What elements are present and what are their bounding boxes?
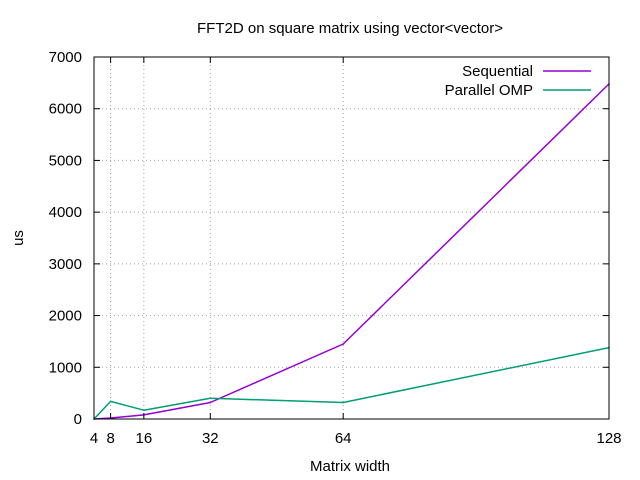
plot-frame [93, 56, 610, 420]
y-tick-label: 0 [74, 411, 82, 428]
x-tick-label: 4 [90, 430, 98, 447]
legend-label: Sequential [462, 63, 533, 80]
data-point [342, 343, 344, 345]
data-point [209, 397, 212, 400]
y-tick-label: 7000 [49, 49, 82, 66]
y-tick-label: 4000 [49, 204, 82, 221]
data-point [109, 400, 112, 403]
y-tick-label: 3000 [49, 256, 82, 273]
x-axis-label: Matrix width [310, 458, 390, 475]
x-axis-ticks: 4 8 16 32 64 128 [90, 57, 622, 447]
x-tick-label: 64 [335, 430, 352, 447]
x-tick-label: 8 [106, 430, 114, 447]
legend: Sequential Parallel OMP [445, 63, 591, 99]
y-tick-label: 2000 [49, 308, 82, 325]
chart-title: FFT2D on square matrix using vector<vect… [197, 20, 503, 37]
x-tick-label: 32 [202, 430, 219, 447]
x-tick-label: 128 [596, 430, 621, 447]
series-line-0 [93, 83, 610, 420]
series-lines [93, 83, 610, 420]
y-tick-label: 5000 [49, 152, 82, 169]
data-point [209, 401, 212, 404]
y-tick-label: 1000 [49, 359, 82, 376]
y-axis-ticks: 0 1000 2000 3000 4000 5000 6000 7000 [49, 49, 609, 428]
y-tick-label: 6000 [49, 101, 82, 118]
x-tick-label: 16 [135, 430, 152, 447]
grid [94, 57, 609, 419]
data-point [342, 401, 344, 404]
legend-label: Parallel OMP [445, 82, 533, 99]
data-point [143, 409, 145, 412]
series-line-1 [93, 346, 610, 420]
y-axis-label: us [10, 230, 27, 246]
